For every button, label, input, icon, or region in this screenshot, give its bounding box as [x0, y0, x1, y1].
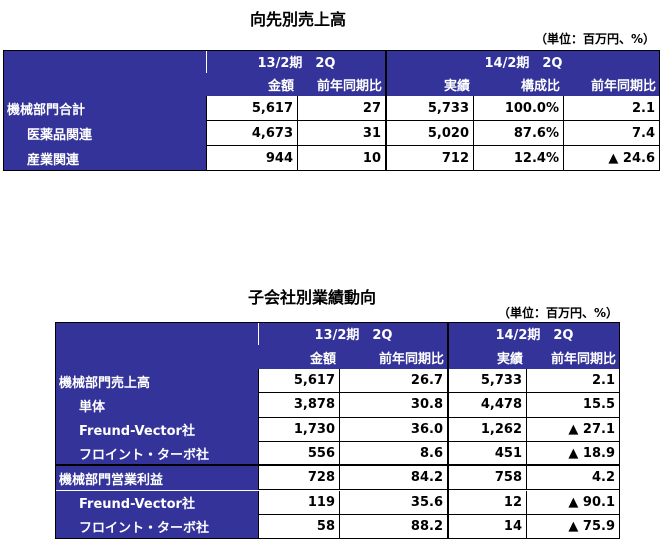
cell: 3,878 [258, 393, 340, 418]
cell: 1,730 [258, 417, 340, 442]
column-header: 前年同期比 [298, 73, 386, 96]
group-header: 14/2期 2Q [448, 322, 620, 345]
cell: 31 [298, 121, 386, 146]
column-header: 金額 [206, 73, 298, 96]
cell: ▲ 90.1 [527, 490, 620, 515]
cell: 451 [448, 441, 527, 467]
column-header: 構成比 [474, 73, 564, 96]
row-label: 医薬品関連 [3, 121, 206, 146]
group-divider [447, 322, 449, 540]
row-label: 機械部門売上高 [55, 369, 258, 394]
group-divider [385, 50, 387, 171]
cell: 944 [206, 146, 298, 171]
row-label: フロイント・ターボ社 [55, 514, 258, 540]
cell: 5,733 [448, 369, 527, 394]
cell: 758 [448, 466, 527, 491]
cell: 7.4 [564, 121, 660, 146]
cell: ▲ 75.9 [527, 514, 620, 540]
table-title: 子会社別業績動向 [248, 288, 377, 307]
cell: 27 [298, 96, 386, 121]
group-header: 13/2期 2Q [206, 50, 386, 73]
cell: 88.2 [340, 514, 448, 540]
column-header: 前年同期比 [527, 345, 620, 369]
cell: 12.4% [474, 146, 564, 171]
cell: 12 [448, 490, 527, 515]
column-header: 前年同期比 [340, 345, 448, 369]
cell: 556 [258, 441, 340, 467]
table-border [55, 322, 620, 540]
column-header: 前年同期比 [564, 73, 660, 96]
row-label: 産業関連 [3, 146, 206, 171]
cell: ▲ 18.9 [527, 441, 620, 467]
cell: 30.8 [340, 393, 448, 418]
cell: 5,617 [258, 369, 340, 394]
cell: 84.2 [340, 466, 448, 491]
cell: 5,020 [386, 121, 474, 146]
cell: 119 [258, 490, 340, 515]
cell: 5,617 [206, 96, 298, 121]
row-label: 機械部門合計 [3, 96, 206, 121]
table-border [3, 50, 660, 171]
cell: 1,262 [448, 417, 527, 442]
cell: 100.0% [474, 96, 564, 121]
cell: 728 [258, 466, 340, 491]
cell: 87.6% [474, 121, 564, 146]
cell: 2.1 [564, 96, 660, 121]
unit-note: （単位：百万円、%） [497, 306, 618, 320]
cell: 36.0 [340, 417, 448, 442]
cell: 4,478 [448, 393, 527, 418]
row-label: フロイント・ターボ社 [55, 441, 258, 467]
group-header: 13/2期 2Q [258, 322, 448, 345]
group-header: 14/2期 2Q [386, 50, 660, 73]
cell: 4,673 [206, 121, 298, 146]
cell: 15.5 [527, 393, 620, 418]
cell: 2.1 [527, 369, 620, 394]
cell: 58 [258, 514, 340, 540]
cell: 8.6 [340, 441, 448, 467]
unit-note: （単位：百万円、%） [534, 32, 655, 46]
table-title: 向先別売上高 [250, 10, 347, 29]
cell: 5,733 [386, 96, 474, 121]
cell: 26.7 [340, 369, 448, 394]
row-label: Freund-Vector社 [55, 417, 258, 442]
cell: 35.6 [340, 490, 448, 515]
column-header: 金額 [258, 345, 340, 369]
column-header: 実績 [386, 73, 474, 96]
row-label: 機械部門営業利益 [55, 466, 258, 491]
row-label: Freund-Vector社 [55, 490, 258, 515]
cell: ▲ 27.1 [527, 417, 620, 442]
row-label: 単体 [55, 393, 258, 418]
column-header: 実績 [448, 345, 527, 369]
cell: ▲ 24.6 [564, 146, 660, 171]
